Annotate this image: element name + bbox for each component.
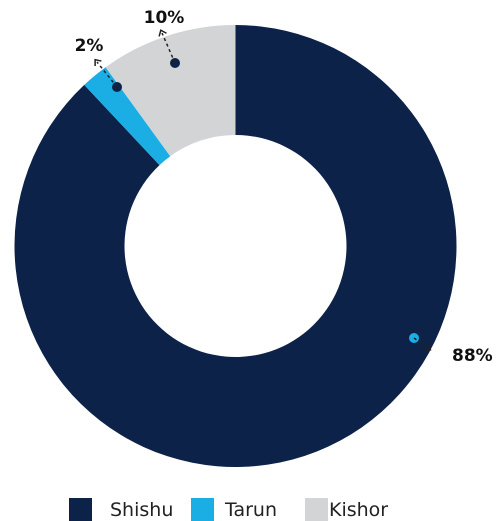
legend-swatch-kishor bbox=[305, 498, 328, 521]
legend-swatch-shishu bbox=[69, 498, 92, 521]
legend-label-shishu: Shishu bbox=[110, 499, 173, 521]
legend-label-kishor: Kishor bbox=[329, 499, 388, 521]
legend: Shishu Tarun Kishor bbox=[69, 498, 388, 521]
slice-kishor bbox=[105, 25, 236, 157]
annotation-arrowhead-kishor bbox=[158, 29, 167, 37]
percent-label-kishor: 10% bbox=[144, 8, 185, 28]
annotation-arrowhead-shishu bbox=[424, 343, 432, 351]
legend-swatch-tarun bbox=[191, 498, 214, 521]
percent-label-tarun: 2% bbox=[75, 36, 104, 56]
percent-label-shishu: 88% bbox=[452, 346, 493, 366]
annotations-group: 88% 2% 10% bbox=[75, 8, 493, 366]
annotation-line-tarun bbox=[96, 61, 118, 88]
legend-label-tarun: Tarun bbox=[224, 499, 277, 521]
slice-tarun bbox=[84, 67, 171, 166]
annotation-line-shishu bbox=[413, 337, 429, 349]
slice-shishu bbox=[14, 25, 457, 467]
annotation-arrowhead-tarun bbox=[94, 58, 102, 67]
slices-group bbox=[14, 25, 457, 467]
